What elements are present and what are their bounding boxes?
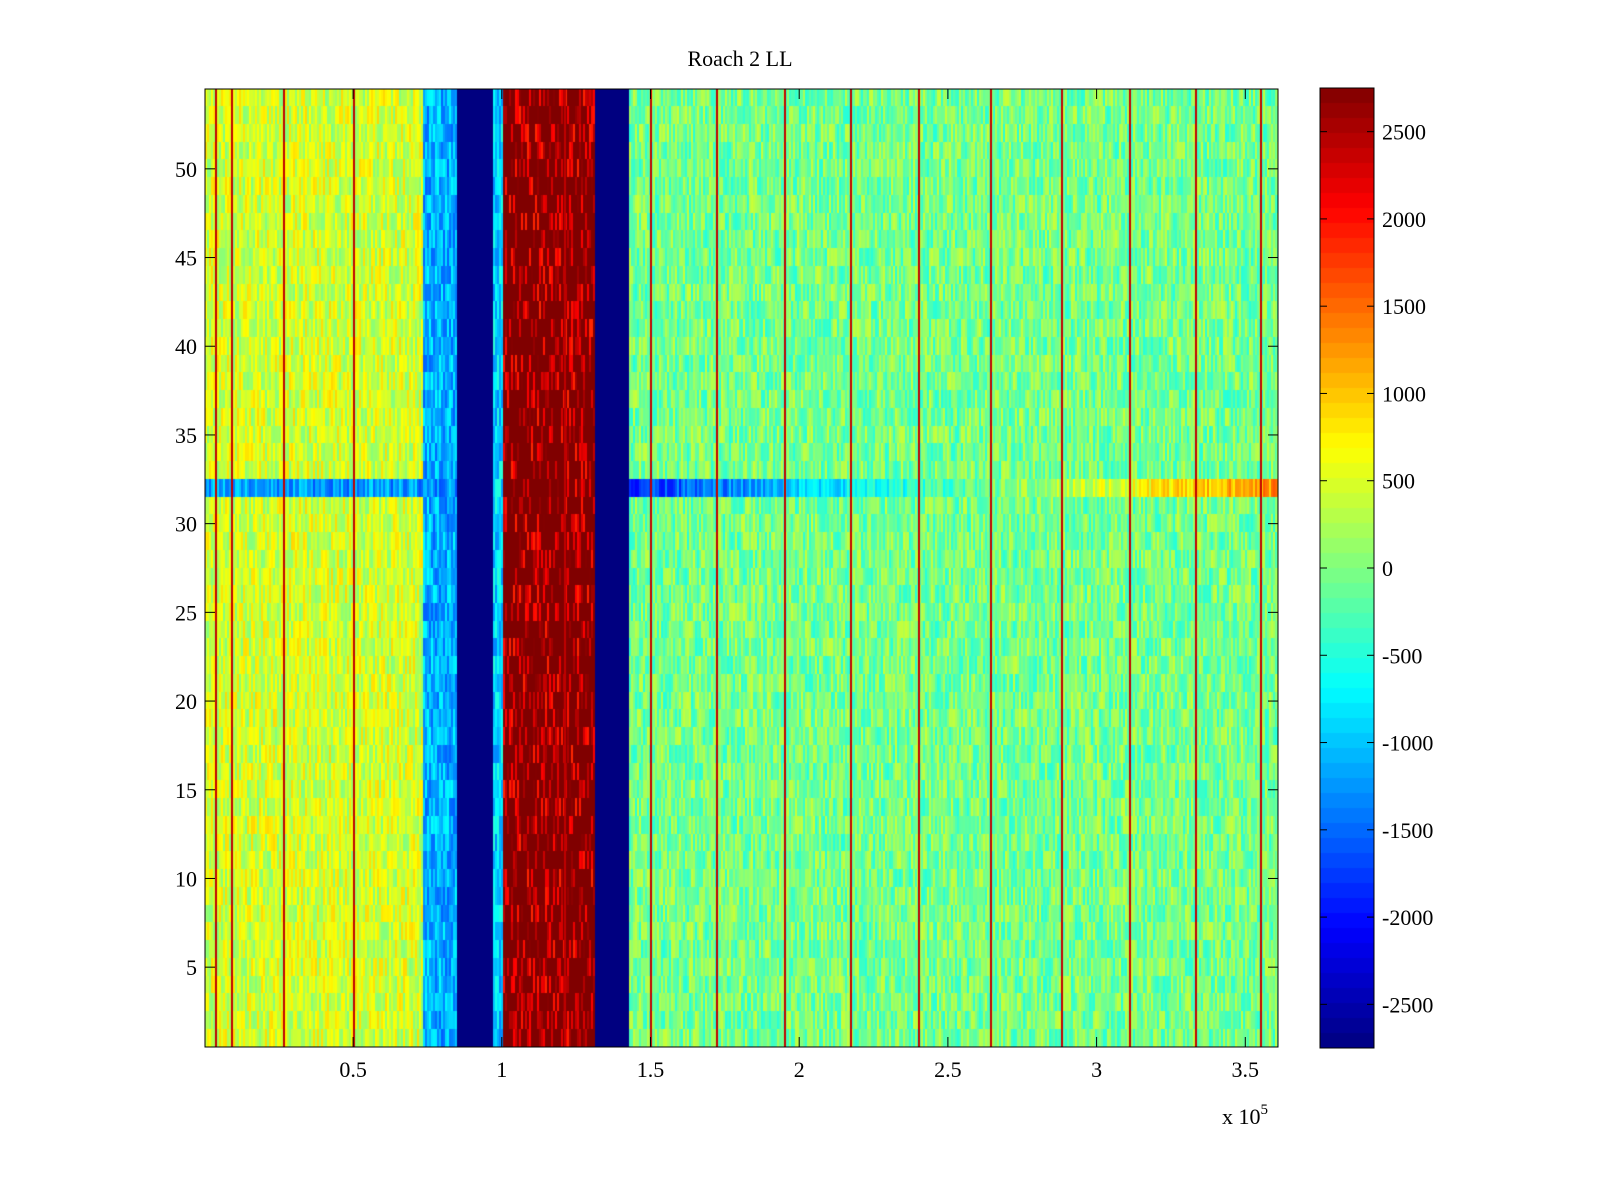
- x-tick-label: 3: [1091, 1057, 1102, 1082]
- colorbar-tick-label: 1500: [1382, 294, 1426, 319]
- y-tick-label: 35: [175, 423, 197, 448]
- colorbar-tick-label: 1000: [1382, 381, 1426, 406]
- y-tick-label: 10: [175, 866, 197, 891]
- x-tick-label: 0.5: [339, 1057, 367, 1082]
- x-tick-label: 1.5: [637, 1057, 665, 1082]
- y-tick-label: 5: [186, 955, 197, 980]
- y-axis: 5 10 15 20 25 30 35 40 45 50: [175, 157, 1278, 980]
- y-tick-label: 50: [175, 157, 197, 182]
- colorbar-tick-label: 0: [1382, 556, 1393, 581]
- colorbar-wrapper: [1320, 88, 1374, 1048]
- x-tick-label: 2: [794, 1057, 805, 1082]
- x-tick-label: 3.5: [1232, 1057, 1260, 1082]
- heatmap-image: [205, 89, 1278, 1047]
- y-tick-label: 20: [175, 689, 197, 714]
- colorbar-tick-label: -1000: [1382, 731, 1433, 756]
- chart-title: Roach 2 LL: [687, 46, 792, 71]
- y-tick-label: 25: [175, 600, 197, 625]
- colorbar-axis: 2500 2000 1500 1000 500 0 -500 -1000 -1500 -2000 -…: [1320, 120, 1433, 1017]
- x-axis: 0.5 1 1.5 2 2.5 3 3.5: [339, 89, 1259, 1082]
- y-tick-label: 40: [175, 334, 197, 359]
- colorbar-tick-label: -500: [1382, 643, 1422, 668]
- colorbar-gradient: [1320, 88, 1374, 1048]
- x-axis-multiplier: x 105: [1222, 1102, 1268, 1129]
- heatmap-image-wrapper: [205, 89, 1278, 1047]
- colorbar-tick-label: -1500: [1382, 818, 1433, 843]
- x-tick-label: 2.5: [934, 1057, 962, 1082]
- x-axis-multiplier-base: x 10: [1222, 1104, 1261, 1129]
- y-tick-label: 45: [175, 246, 197, 271]
- colorbar-tick-label: -2000: [1382, 905, 1433, 930]
- plot-frame: [204, 88, 1279, 1048]
- colorbar-tick-label: -2500: [1382, 992, 1433, 1017]
- colorbar-tick-label: 2500: [1382, 120, 1426, 145]
- y-tick-label: 30: [175, 512, 197, 537]
- x-axis-multiplier-exponent: 5: [1261, 1102, 1269, 1118]
- y-tick-label: 15: [175, 778, 197, 803]
- colorbar-tick-label: 2000: [1382, 207, 1426, 232]
- x-tick-label: 1: [496, 1057, 507, 1082]
- colorbar-tick-label: 500: [1382, 469, 1415, 494]
